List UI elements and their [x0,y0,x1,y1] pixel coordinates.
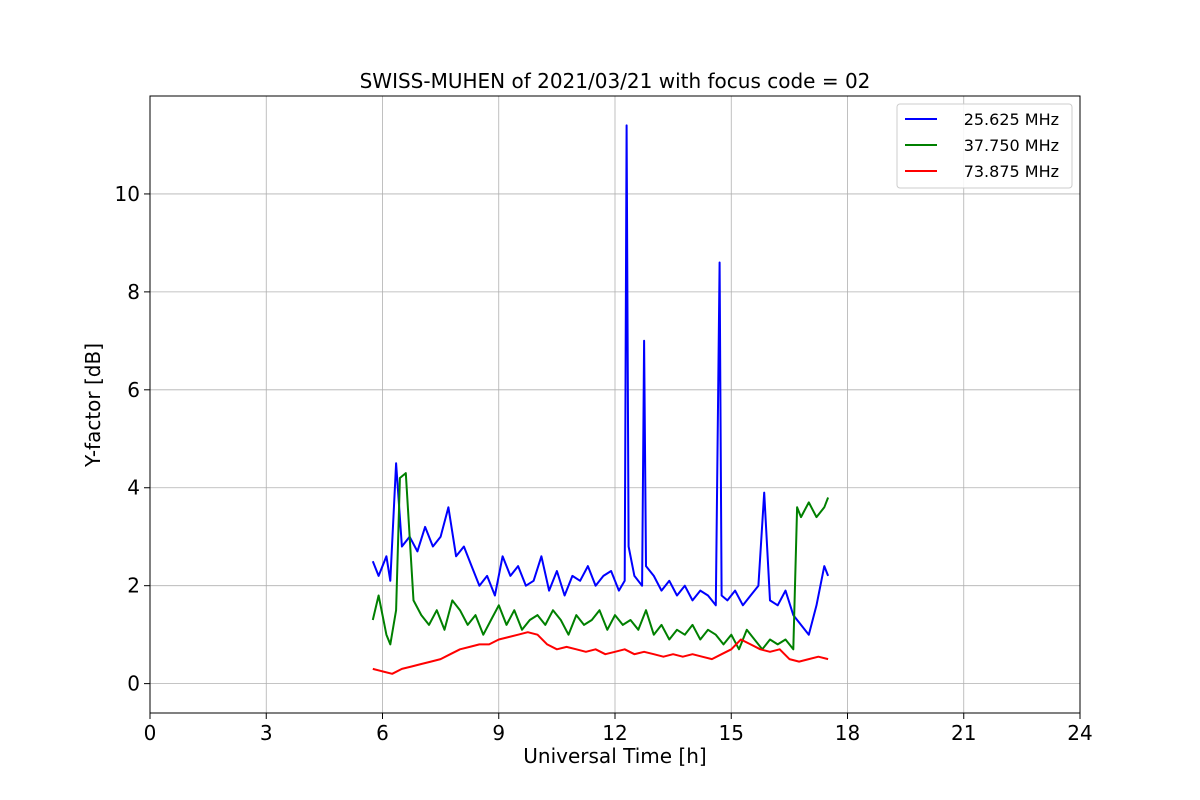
y-tick-label: 6 [127,378,140,402]
legend-label-2: 37.750 MHz [964,136,1059,155]
chart-title: SWISS-MUHEN of 2021/03/21 with focus cod… [360,69,871,93]
series-layer [371,124,830,675]
x-tick-label: 3 [260,721,273,745]
legend-box [896,103,1073,189]
x-tick-label: 18 [835,721,860,745]
y-tick-label: 10 [115,182,140,206]
x-tick-label: 12 [602,721,627,745]
y-tick-label: 4 [127,476,140,500]
series-line-3 [372,631,829,675]
legend-label-3: 73.875 MHz [964,162,1059,181]
x-tick-label: 9 [492,721,505,745]
x-tick-label: 0 [144,721,157,745]
x-tick-label: 15 [719,721,744,745]
series-line-1 [371,124,830,636]
x-axis-label: Universal Time [h] [523,744,706,768]
y-axis-label: Y-factor [dB] [81,343,105,468]
y-tick-label: 2 [127,574,140,598]
x-tick-label: 24 [1067,721,1092,745]
series-line-2 [371,472,830,651]
x-tick-label: 21 [951,721,976,745]
y-tick-label: 0 [127,672,140,696]
y-tick-label: 8 [127,280,140,304]
legend: 25.625 MHz 37.750 MHz 73.875 MHz [896,103,1073,189]
x-tick-label: 6 [376,721,389,745]
legend-label-1: 25.625 MHz [964,110,1059,129]
